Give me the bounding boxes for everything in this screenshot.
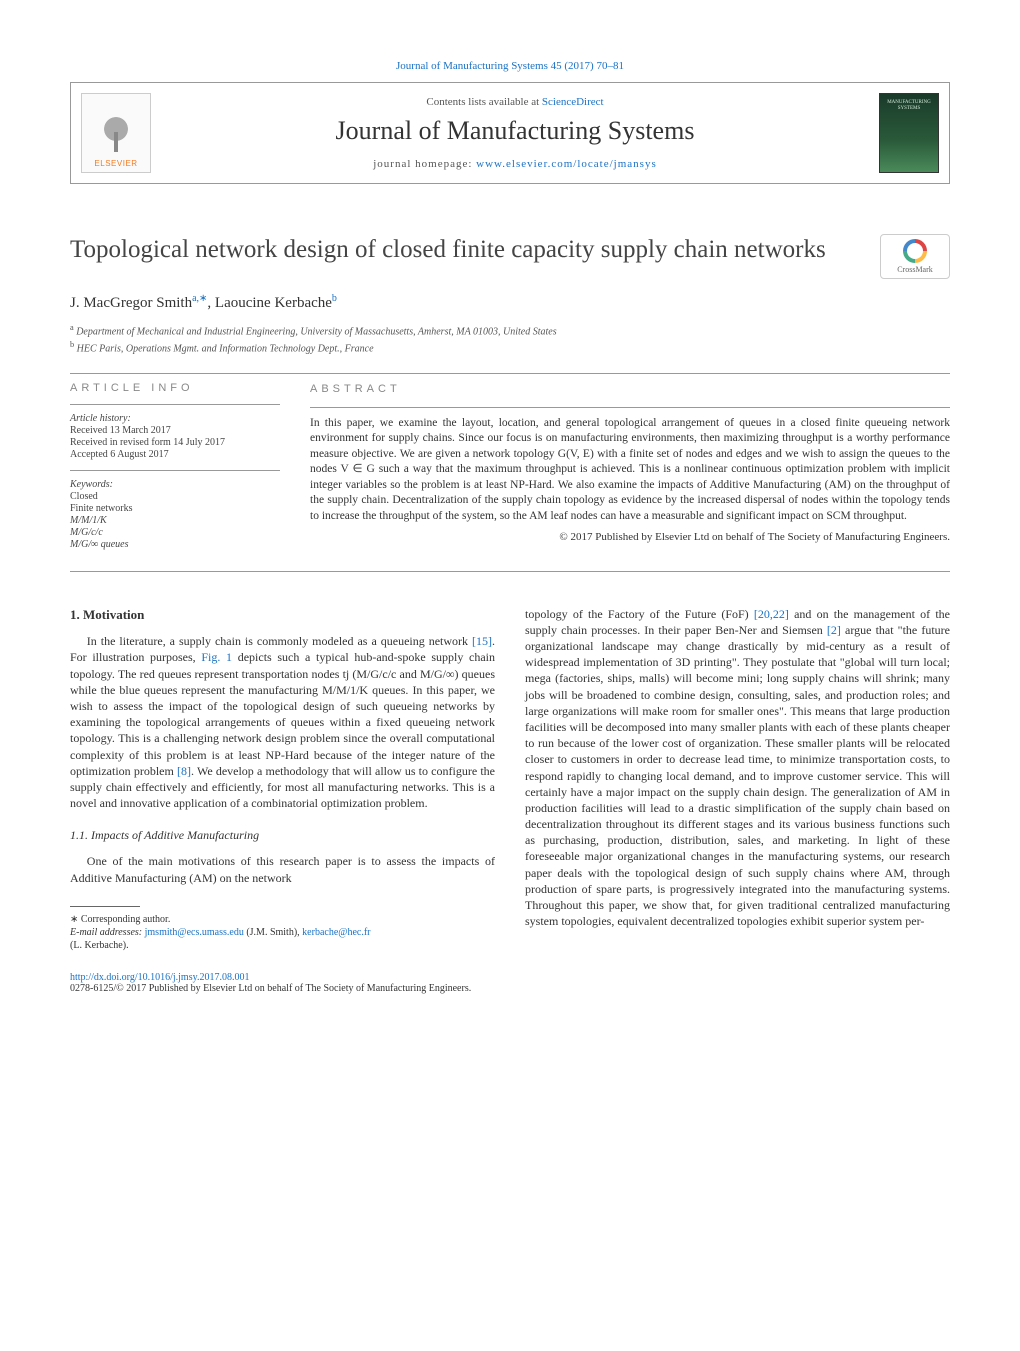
title-row: Topological network design of closed fin… <box>70 234 950 279</box>
homepage-line: journal homepage: www.elsevier.com/locat… <box>161 158 869 170</box>
author-2-sup: b <box>332 293 337 304</box>
header-center: Contents lists available at ScienceDirec… <box>161 86 869 180</box>
s1p1-c: depicts such a typical hub-and-spoke sup… <box>70 650 495 777</box>
author-1: J. MacGregor Smith <box>70 295 192 311</box>
author-2: Laoucine Kerbache <box>215 295 332 311</box>
doi-link[interactable]: http://dx.doi.org/10.1016/j.jmsy.2017.08… <box>70 972 249 983</box>
cite-8[interactable]: [8] <box>177 764 191 778</box>
info-rule-2 <box>70 470 280 471</box>
homepage-prefix: journal homepage: <box>373 158 476 170</box>
section-1-para-1: In the literature, a supply chain is com… <box>70 633 495 811</box>
section-1-1-para-1: One of the main motivations of this rese… <box>70 853 495 885</box>
email-1[interactable]: jmsmith@ecs.umass.edu <box>145 927 244 938</box>
section-1-1-heading: 1.1. Impacts of Additive Manufacturing <box>70 827 495 843</box>
affil-b-text: HEC Paris, Operations Mgmt. and Informat… <box>74 344 373 355</box>
journal-reference: Journal of Manufacturing Systems 45 (201… <box>70 60 950 72</box>
revised-line: Received in revised form 14 July 2017 <box>70 437 280 448</box>
affiliation-a: a Department of Mechanical and Industria… <box>70 322 950 339</box>
c2p1-c: argue that "the future organizational la… <box>525 623 950 928</box>
history-label: Article history: <box>70 413 280 424</box>
fig-1-ref[interactable]: Fig. 1 <box>201 650 232 664</box>
cover-thumb-region: MANUFACTURING SYSTEMS <box>869 83 949 183</box>
email-line: E-mail addresses: jmsmith@ecs.umass.edu … <box>70 926 495 939</box>
contents-prefix: Contents lists available at <box>426 96 541 108</box>
body-col-right: topology of the Factory of the Future (F… <box>525 606 950 952</box>
accepted-line: Accepted 6 August 2017 <box>70 449 280 460</box>
keyword-4-text: M/G/∞ queues <box>70 539 129 550</box>
body-col-left: 1. Motivation In the literature, a suppl… <box>70 606 495 952</box>
footnote-separator <box>70 906 140 907</box>
article-info-col: article info Article history: Received 1… <box>70 382 280 551</box>
publisher-logo-region: ELSEVIER <box>71 83 161 183</box>
elsevier-tree-icon <box>91 109 141 159</box>
keywords-label: Keywords: <box>70 479 280 490</box>
section-1-heading: 1. Motivation <box>70 606 495 624</box>
col2-para-1: topology of the Factory of the Future (F… <box>525 606 950 930</box>
abstract-copyright: © 2017 Published by Elsevier Ltd on beha… <box>310 530 950 545</box>
keyword-0: Closed <box>70 491 280 502</box>
contents-line: Contents lists available at ScienceDirec… <box>161 96 869 108</box>
abstract-text: In this paper, we examine the layout, lo… <box>310 416 950 525</box>
info-abstract-row: article info Article history: Received 1… <box>70 382 950 551</box>
journal-name: Journal of Manufacturing Systems <box>161 116 869 146</box>
rule-top <box>70 373 950 374</box>
keyword-2-text: M/M/1/K <box>70 515 107 526</box>
abstract-rule <box>310 407 950 408</box>
email-label: E-mail addresses: <box>70 927 145 938</box>
article-title: Topological network design of closed fin… <box>70 234 880 265</box>
corresponding-author-note: ∗ Corresponding author. <box>70 913 495 926</box>
author-sep: , <box>207 295 215 311</box>
crossmark-badge[interactable]: CrossMark <box>880 234 950 279</box>
sciencedirect-link[interactable]: ScienceDirect <box>542 96 604 108</box>
crossmark-icon <box>903 239 927 263</box>
cite-20-22[interactable]: [20,22] <box>754 607 789 621</box>
elsevier-logo: ELSEVIER <box>81 93 151 173</box>
body-columns: 1. Motivation In the literature, a suppl… <box>70 606 950 952</box>
keyword-2: M/M/1/K <box>70 515 280 526</box>
received-line: Received 13 March 2017 <box>70 425 280 436</box>
crossmark-label: CrossMark <box>897 265 933 274</box>
abstract-col: abstract In this paper, we examine the l… <box>310 382 950 551</box>
keyword-4: M/G/∞ queues <box>70 539 280 550</box>
homepage-link[interactable]: www.elsevier.com/locate/jmansys <box>476 158 657 170</box>
issn-line: 0278-6125/© 2017 Published by Elsevier L… <box>70 983 950 994</box>
rule-bottom <box>70 571 950 572</box>
page-container: Journal of Manufacturing Systems 45 (201… <box>0 0 1020 1034</box>
keyword-1: Finite networks <box>70 503 280 514</box>
author-1-sup: a,∗ <box>192 293 207 304</box>
s1p1-a: In the literature, a supply chain is com… <box>87 634 472 648</box>
affil-a-text: Department of Mechanical and Industrial … <box>74 326 557 337</box>
email-2[interactable]: kerbache@hec.fr <box>302 927 370 938</box>
cover-text: MANUFACTURING SYSTEMS <box>880 100 938 112</box>
journal-header-box: ELSEVIER Contents lists available at Sci… <box>70 82 950 184</box>
keyword-3-text: M/G/c/c <box>70 527 103 538</box>
article-info-heading: article info <box>70 382 280 394</box>
cite-2[interactable]: [2] <box>827 623 841 637</box>
cite-15[interactable]: [15] <box>472 634 492 648</box>
footnotes: ∗ Corresponding author. E-mail addresses… <box>70 913 495 952</box>
info-rule-1 <box>70 404 280 405</box>
journal-cover-thumb: MANUFACTURING SYSTEMS <box>879 93 939 173</box>
page-footer: http://dx.doi.org/10.1016/j.jmsy.2017.08… <box>70 972 950 994</box>
affiliations: a Department of Mechanical and Industria… <box>70 322 950 357</box>
authors-line: J. MacGregor Smitha,∗, Laoucine Kerbache… <box>70 293 950 312</box>
affiliation-b: b HEC Paris, Operations Mgmt. and Inform… <box>70 339 950 356</box>
email-2-name: (L. Kerbache). <box>70 939 495 952</box>
elsevier-text: ELSEVIER <box>94 159 137 168</box>
abstract-heading: abstract <box>310 382 950 397</box>
keyword-3: M/G/c/c <box>70 527 280 538</box>
email-1-name: (J.M. Smith), <box>244 927 302 938</box>
c2p1-a: topology of the Factory of the Future (F… <box>525 607 754 621</box>
